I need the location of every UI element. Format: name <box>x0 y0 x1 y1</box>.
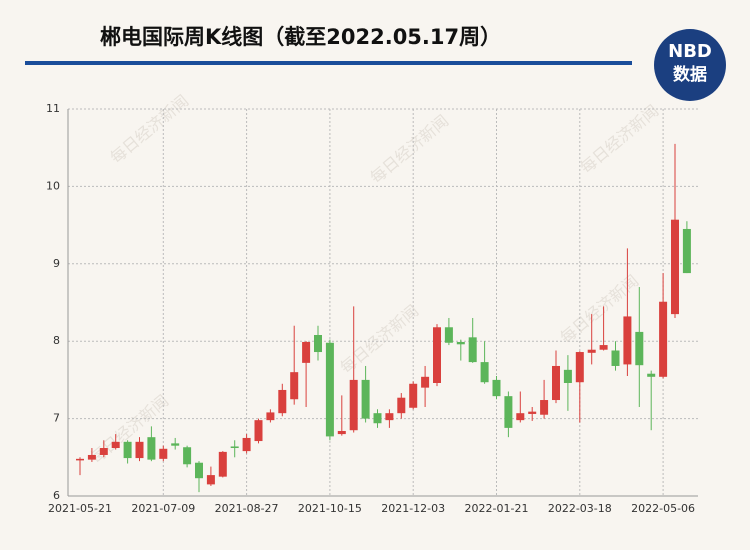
candle-body <box>159 448 168 459</box>
x-tick-label: 2022-03-18 <box>548 502 612 515</box>
candle-body <box>421 376 430 388</box>
title-rule <box>25 61 632 65</box>
candle-body <box>147 437 156 460</box>
candle-body <box>290 372 299 400</box>
candle-body <box>528 411 537 414</box>
candle-body <box>87 454 96 460</box>
y-tick-label: 9 <box>53 257 60 270</box>
y-tick-label: 11 <box>46 102 60 115</box>
x-tick-label: 2022-01-21 <box>465 502 529 515</box>
candle-body <box>659 301 668 377</box>
candle-body <box>171 443 180 446</box>
candle-body <box>373 413 382 424</box>
candle-body <box>266 412 275 421</box>
x-tick-label: 2022-05-06 <box>631 502 695 515</box>
x-tick-label: 2021-07-09 <box>131 502 195 515</box>
candle-body <box>123 441 132 459</box>
x-tick-label: 2021-05-21 <box>48 502 112 515</box>
x-tick-label: 2021-10-15 <box>298 502 362 515</box>
candle-body <box>444 327 453 343</box>
y-tick-label: 10 <box>46 179 60 192</box>
candle-body <box>385 413 394 421</box>
candle-body <box>242 437 251 452</box>
candle-body <box>468 337 477 363</box>
candle-body <box>623 316 632 365</box>
y-tick-label: 7 <box>53 412 60 425</box>
candle-body <box>599 345 608 350</box>
candle-body <box>456 341 465 345</box>
candle-body <box>349 379 358 431</box>
candle-body <box>361 379 370 419</box>
candle-body <box>337 430 346 435</box>
candle-body <box>254 420 263 442</box>
candle-body <box>278 389 287 414</box>
candle-body <box>302 341 311 363</box>
candle-body <box>671 219 679 315</box>
candle-body <box>504 396 513 428</box>
candle-body <box>76 458 84 461</box>
candle-body <box>397 397 406 414</box>
candle-body <box>611 350 620 366</box>
candle-body <box>111 441 120 449</box>
y-tick-label: 8 <box>53 334 60 347</box>
logo <box>654 29 726 101</box>
candle-body <box>230 446 239 449</box>
x-tick-label: 2021-08-27 <box>215 502 279 515</box>
candle-body <box>480 362 489 383</box>
candle-body <box>635 331 644 366</box>
candle-body <box>135 441 144 459</box>
candle-body <box>433 327 441 383</box>
x-tick-label: 2021-12-03 <box>381 502 445 515</box>
candle-body <box>99 448 108 455</box>
candle-body <box>682 228 691 274</box>
y-tick-label: 6 <box>53 489 60 502</box>
candle-body <box>195 462 203 479</box>
candle-body <box>325 342 334 437</box>
candle-body <box>492 379 501 397</box>
candle-body <box>183 447 192 465</box>
candle-body <box>540 400 549 415</box>
candle-body <box>218 451 227 477</box>
logo-bottom: 数据 <box>673 64 707 85</box>
candle-body <box>516 413 525 421</box>
candle-body <box>575 352 584 383</box>
candle-body <box>206 475 215 485</box>
candle-body <box>409 383 418 408</box>
candle-body <box>563 369 572 383</box>
candle-body <box>314 335 322 353</box>
candle-body <box>587 349 596 353</box>
candle-body <box>552 365 560 401</box>
logo-top: NBD <box>668 41 712 62</box>
chart-title: 郴电国际周K线图（截至2022.05.17周） <box>100 25 501 49</box>
candle-body <box>647 373 656 377</box>
